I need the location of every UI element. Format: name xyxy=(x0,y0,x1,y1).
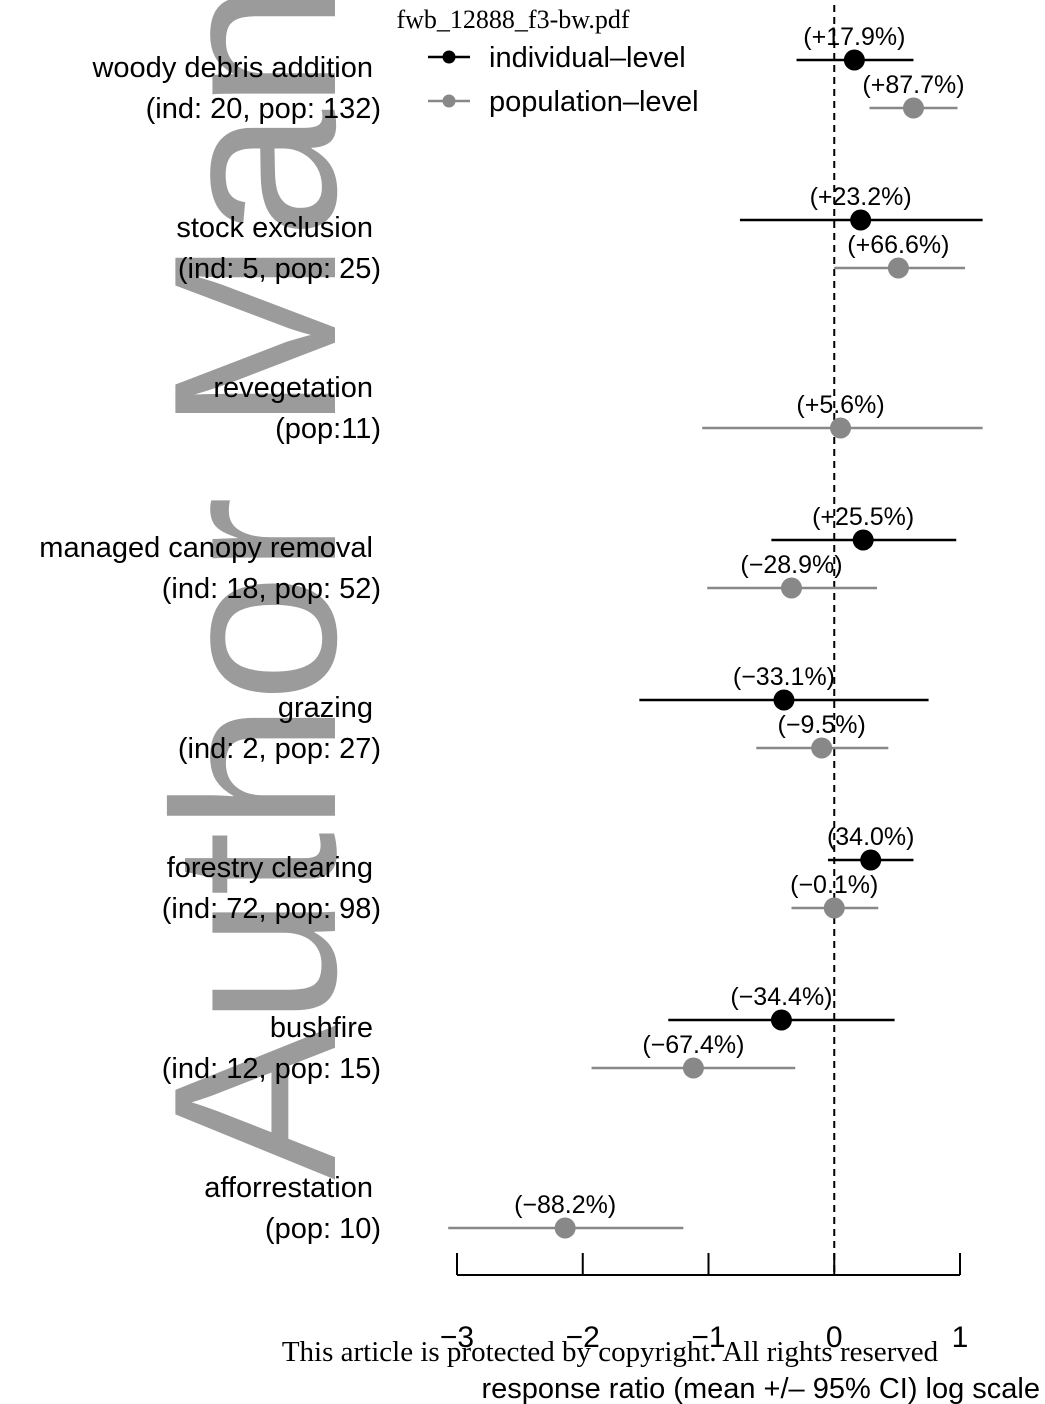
percent-change-label: (−88.2%) xyxy=(514,1191,616,1219)
population-estimate: (+87.7%) xyxy=(862,71,965,119)
individual-estimate: (−34.4%) xyxy=(668,983,895,1031)
percent-change-label: (+17.9%) xyxy=(803,23,905,51)
mean-point xyxy=(682,1057,704,1079)
legend: individual–level population–level xyxy=(428,42,699,118)
population-estimate: (−67.4%) xyxy=(591,1031,796,1079)
individual-estimate: (−33.1%) xyxy=(639,663,929,711)
category-counts: (ind: 72, pop: 98) xyxy=(162,893,381,925)
x-tick-label: −3 xyxy=(440,1321,474,1354)
percent-change-label: (+5.6%) xyxy=(796,391,884,419)
mean-point xyxy=(780,577,802,599)
population-estimate: (+5.6%) xyxy=(702,391,983,439)
category-counts: (ind: 2, pop: 27) xyxy=(178,733,381,765)
x-axis-title: response ratio (mean +/– 95% CI) log sca… xyxy=(481,1373,1040,1404)
x-tick-label: −1 xyxy=(691,1321,725,1354)
mean-point xyxy=(843,49,865,71)
percent-change-label: (−9.5%) xyxy=(778,711,866,739)
category-name: stock exclusion xyxy=(176,212,373,244)
population-estimate: (−28.9%) xyxy=(707,551,878,599)
file-title: fwb_12888_f3-bw.pdf xyxy=(397,5,630,34)
category-labels: woody debris addition (ind: 20, pop: 132)… xyxy=(39,52,381,1245)
category-counts: (pop:11) xyxy=(275,413,381,445)
individual-estimate: (+25.5%) xyxy=(771,503,957,551)
individual-estimate: (34.0%) xyxy=(827,823,915,871)
category-name: bushfire xyxy=(270,1012,373,1044)
legend-individual-label: individual–level xyxy=(489,42,686,74)
percent-change-label: (+25.5%) xyxy=(812,503,914,531)
population-estimate: (−0.1%) xyxy=(790,871,878,919)
population-estimate: (−88.2%) xyxy=(448,1191,684,1239)
mean-point xyxy=(823,897,845,919)
mean-point xyxy=(887,257,909,279)
mean-point xyxy=(902,97,924,119)
population-estimate: (−9.5%) xyxy=(756,711,889,759)
category-name: managed canopy removal xyxy=(39,532,373,564)
legend-population-label: population–level xyxy=(489,86,699,118)
x-tick-label: 1 xyxy=(952,1321,969,1354)
percent-change-label: (−33.1%) xyxy=(733,663,835,691)
watermark-text: Author Manuscript xyxy=(126,0,385,1180)
percent-change-label: (−67.4%) xyxy=(642,1031,744,1059)
mean-point xyxy=(850,209,872,231)
mean-point xyxy=(773,689,795,711)
individual-estimate: (+17.9%) xyxy=(796,23,914,71)
category-name: grazing xyxy=(278,692,373,724)
percent-change-label: (−0.1%) xyxy=(790,871,878,899)
category-counts: (ind: 12, pop: 15) xyxy=(162,1053,381,1085)
category-counts: (ind: 20, pop: 132) xyxy=(146,93,381,125)
estimate-marks: (+17.9%) (+87.7%) (+23.2%) (+66.6%) (+5.6%) (… xyxy=(448,23,983,1239)
individual-estimate: (+23.2%) xyxy=(739,183,983,231)
mean-point xyxy=(860,849,882,871)
percent-change-label: (−28.9%) xyxy=(740,551,842,579)
category-name: afforrestation xyxy=(204,1172,373,1204)
mean-point xyxy=(852,529,874,551)
copyright-notice: This article is protected by copyright. … xyxy=(282,1336,939,1368)
category-name: woody debris addition xyxy=(91,52,373,84)
category-name: forestry clearing xyxy=(167,852,373,884)
category-counts: (ind: 18, pop: 52) xyxy=(162,573,381,605)
category-counts: (ind: 5, pop: 25) xyxy=(178,253,381,285)
x-axis: −3 −2 −1 0 1 xyxy=(440,1253,968,1354)
percent-change-label: (+66.6%) xyxy=(847,231,949,259)
mean-point xyxy=(811,737,833,759)
percent-change-label: (34.0%) xyxy=(827,823,915,851)
legend-individual-marker xyxy=(442,50,456,64)
x-tick-label: 0 xyxy=(826,1321,843,1354)
population-estimate: (+66.6%) xyxy=(834,231,966,279)
mean-point xyxy=(554,1217,576,1239)
legend-population-marker xyxy=(442,94,456,108)
percent-change-label: (+23.2%) xyxy=(810,183,912,211)
category-name: revegetation xyxy=(213,372,373,404)
mean-point xyxy=(770,1009,792,1031)
percent-change-label: (−34.4%) xyxy=(730,983,832,1011)
category-counts: (pop: 10) xyxy=(265,1213,381,1245)
percent-change-label: (+87.7%) xyxy=(862,71,964,99)
x-tick-label: −2 xyxy=(566,1321,600,1354)
mean-point xyxy=(830,417,852,439)
